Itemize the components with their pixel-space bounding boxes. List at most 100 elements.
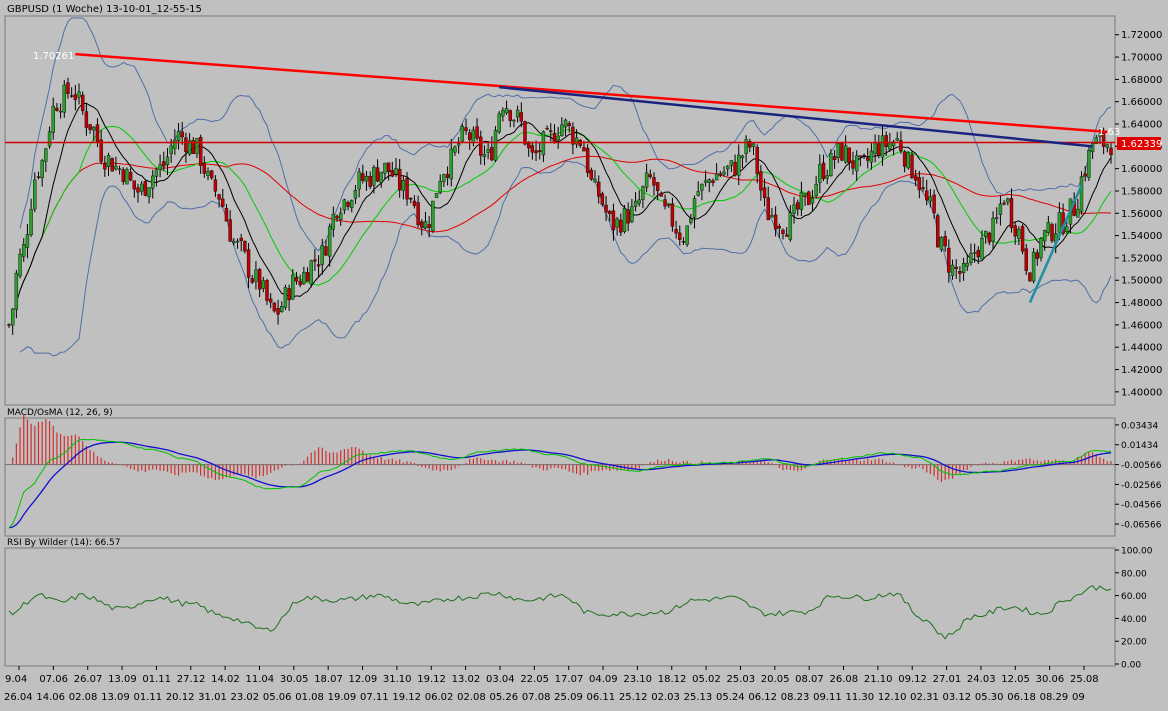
candle-body xyxy=(313,259,317,262)
candle-body xyxy=(950,264,955,276)
candle-body xyxy=(538,150,542,152)
candle-body xyxy=(1050,224,1054,242)
bollinger-lower-band xyxy=(19,160,1112,357)
candle-body xyxy=(1031,251,1036,282)
candle-body xyxy=(633,200,638,207)
candle-body xyxy=(47,131,52,147)
candle-body xyxy=(585,147,590,173)
candle-body xyxy=(847,147,852,164)
candle-body xyxy=(479,136,483,156)
candle-body xyxy=(563,119,568,128)
date-label-bottom: 02.31 xyxy=(910,692,939,703)
candle-body xyxy=(928,196,933,202)
rsi-y-tick-label: 100.00 xyxy=(1121,547,1153,557)
date-label-bottom: 25.12 xyxy=(619,692,648,703)
candle-body xyxy=(810,198,815,204)
candle-body xyxy=(571,126,575,145)
candle-body xyxy=(232,241,236,244)
candle-body xyxy=(972,252,977,254)
candle-body xyxy=(888,142,892,150)
candle-body xyxy=(383,162,387,174)
date-label-bottom: 02.08 xyxy=(457,692,486,703)
price-y-axis: 1.720001.700001.680001.660001.640001.620… xyxy=(1115,30,1162,398)
macd-y-tick-label: 0.03434 xyxy=(1121,421,1158,431)
date-label-bottom: 08.29 xyxy=(1040,692,1069,703)
candle-body xyxy=(202,162,207,174)
candle-body xyxy=(877,143,881,156)
price-y-tick-label: 1.40000 xyxy=(1121,387,1162,398)
date-label-bottom: 23.02 xyxy=(231,692,260,703)
candle-body xyxy=(526,142,531,149)
price-y-tick-label: 1.52000 xyxy=(1121,253,1162,264)
candle-body xyxy=(490,147,494,161)
trend-lines[interactable] xyxy=(5,52,1115,304)
candle-body xyxy=(880,135,885,158)
candle-body xyxy=(504,108,509,114)
blue-trend-line xyxy=(499,85,1093,148)
candle-body xyxy=(799,192,804,210)
macd-y-axis: 0.03434 0.01434 -0.00566 -0.02566 -0.04566 -0… xyxy=(1115,421,1162,531)
candle-body xyxy=(792,204,796,214)
date-label-top: 12.05 xyxy=(1001,674,1030,685)
date-label-bottom: 01.08 xyxy=(295,692,324,703)
peak-label: 1.70261 xyxy=(33,51,74,62)
candle-body xyxy=(1002,202,1006,205)
candle-body xyxy=(667,204,671,206)
date-label-top: 27.12 xyxy=(177,674,206,685)
teal-trend-line xyxy=(1028,184,1083,304)
price-panel[interactable] xyxy=(4,15,1116,406)
candle-body xyxy=(261,280,266,289)
candle-body xyxy=(114,165,118,170)
date-label-bottom: 20.12 xyxy=(166,692,195,703)
rsi-panel[interactable] xyxy=(4,547,1116,667)
candle-body xyxy=(700,183,704,191)
candle-body xyxy=(902,151,907,167)
candle-body xyxy=(291,274,295,300)
candle-body xyxy=(368,175,372,187)
price-y-tick-label: 1.48000 xyxy=(1121,298,1162,309)
candle-body xyxy=(221,198,225,207)
date-axis: 9.04 07.06 26.07 13.09 01.11 27.12 14.02 11.04 3… xyxy=(4,666,1099,703)
rsi-y-tick-label: 80.00 xyxy=(1121,569,1147,579)
candle-body xyxy=(453,146,457,153)
candle-body xyxy=(283,287,288,308)
candle-body xyxy=(206,171,210,176)
candle-body xyxy=(287,288,291,301)
candle-body xyxy=(965,262,969,267)
candle-body xyxy=(10,308,15,326)
date-label-bottom: 07.08 xyxy=(522,692,551,703)
candle-body xyxy=(342,199,347,211)
candle-body xyxy=(401,180,406,191)
candle-body xyxy=(1057,212,1062,233)
candle-body xyxy=(508,110,512,121)
candle-body xyxy=(1079,176,1084,212)
candle-body xyxy=(128,171,133,181)
candle-body xyxy=(913,175,918,181)
candle-body xyxy=(906,152,910,169)
date-label-top: 21.10 xyxy=(864,674,893,685)
price-y-tick-label: 1.54000 xyxy=(1121,231,1162,242)
candle-body xyxy=(1109,147,1113,156)
candle-body xyxy=(176,131,181,142)
candle-body xyxy=(316,264,321,267)
macd-panel[interactable] xyxy=(4,417,1116,537)
candle-body xyxy=(136,187,140,193)
candle-body xyxy=(501,110,505,117)
date-label-bottom: 02.08 xyxy=(69,692,98,703)
date-label-bottom: 06.12 xyxy=(748,692,777,703)
candle-body xyxy=(759,171,763,191)
macd-signal-line xyxy=(8,441,1112,529)
candle-body xyxy=(678,232,682,240)
candle-body xyxy=(891,141,896,147)
candle-body xyxy=(611,210,616,231)
candle-body xyxy=(397,168,402,191)
candle-body xyxy=(77,91,81,98)
candle-body xyxy=(843,145,848,163)
date-label-bottom: 06.11 xyxy=(587,692,616,703)
candle-body xyxy=(983,230,988,237)
candle-body xyxy=(685,225,689,245)
candle-body xyxy=(659,192,664,197)
candle-body xyxy=(1020,226,1025,252)
candle-body xyxy=(280,306,284,313)
sma-black-line xyxy=(15,102,1112,303)
